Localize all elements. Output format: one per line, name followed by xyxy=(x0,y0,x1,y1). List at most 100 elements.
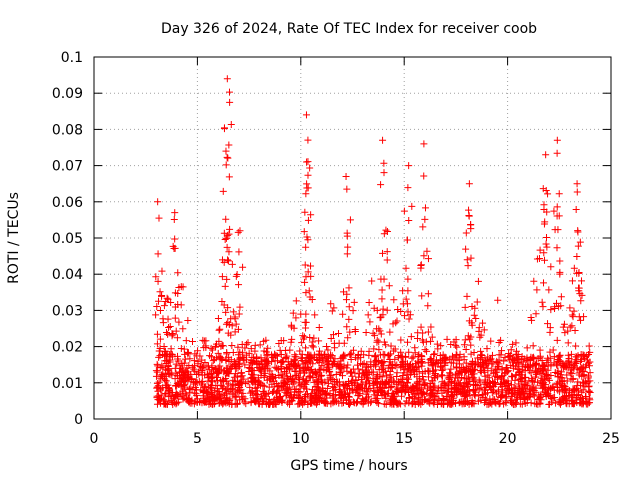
data-point xyxy=(190,357,198,365)
y-tick-label: 0.1 xyxy=(61,50,83,66)
data-point xyxy=(158,391,166,399)
data-point xyxy=(370,345,378,353)
data-point xyxy=(315,366,323,374)
grid xyxy=(94,57,611,419)
data-point xyxy=(508,381,516,389)
data-point xyxy=(385,282,393,290)
data-point xyxy=(345,400,353,408)
data-point xyxy=(572,353,580,361)
data-point xyxy=(217,354,225,362)
data-point xyxy=(295,367,303,375)
data-point xyxy=(404,375,412,383)
data-point xyxy=(385,351,393,359)
data-point xyxy=(165,324,173,332)
data-point xyxy=(297,310,305,318)
data-point xyxy=(248,360,256,368)
data-point xyxy=(511,384,519,392)
data-point xyxy=(415,368,423,376)
data-point xyxy=(158,292,166,300)
data-point xyxy=(367,397,375,405)
data-point xyxy=(195,370,203,378)
data-point xyxy=(247,345,255,353)
data-point xyxy=(300,228,308,236)
data-point xyxy=(428,333,436,341)
data-point xyxy=(417,262,425,269)
data-point xyxy=(299,332,307,340)
data-point xyxy=(574,227,582,235)
data-point xyxy=(547,306,555,314)
data-point xyxy=(346,350,354,358)
data-point xyxy=(428,377,436,385)
data-point xyxy=(517,375,525,383)
data-point xyxy=(229,349,237,357)
data-point xyxy=(549,346,557,354)
peak-point xyxy=(421,204,429,212)
peak-point xyxy=(154,198,162,206)
data-point xyxy=(500,357,508,365)
data-point xyxy=(578,291,586,299)
data-point xyxy=(214,349,222,357)
data-point xyxy=(373,306,381,314)
data-point xyxy=(153,368,161,376)
data-point xyxy=(378,286,386,294)
peak-point xyxy=(226,98,234,106)
data-point xyxy=(302,318,310,326)
data-point xyxy=(364,377,372,385)
data-point xyxy=(375,366,383,374)
data-point xyxy=(292,297,300,305)
data-point xyxy=(199,392,207,400)
data-point xyxy=(515,369,523,377)
peak-point xyxy=(154,277,162,285)
data-point xyxy=(544,354,552,362)
data-point xyxy=(273,357,281,365)
data-point xyxy=(570,365,578,373)
data-point xyxy=(482,396,490,404)
data-point xyxy=(518,384,526,392)
data-point xyxy=(332,370,340,378)
data-point xyxy=(419,223,427,231)
data-point xyxy=(305,357,313,365)
data-point xyxy=(430,373,438,381)
y-tick-label: 0.02 xyxy=(52,340,83,356)
data-point xyxy=(372,356,380,364)
data-point xyxy=(507,346,515,354)
data-point xyxy=(401,366,409,374)
x-tick-label: 20 xyxy=(499,431,517,447)
data-point xyxy=(439,372,447,380)
data-point xyxy=(205,400,213,408)
data-point xyxy=(371,388,379,396)
data-point xyxy=(472,381,480,389)
data-point xyxy=(503,386,511,394)
data-point xyxy=(488,388,496,396)
data-point xyxy=(469,357,477,365)
data-point xyxy=(563,371,571,379)
data-point xyxy=(475,376,483,384)
data-point xyxy=(224,319,232,327)
data-point xyxy=(564,351,572,359)
data-point xyxy=(156,306,164,314)
data-point xyxy=(165,365,173,373)
data-point xyxy=(351,326,359,334)
data-point xyxy=(336,369,344,377)
data-point xyxy=(247,358,255,366)
data-point xyxy=(189,338,197,346)
data-point xyxy=(244,378,252,386)
data-point xyxy=(581,383,589,391)
data-point xyxy=(345,284,353,292)
data-point xyxy=(157,394,165,402)
data-point xyxy=(210,397,218,405)
data-point xyxy=(477,384,485,392)
data-point xyxy=(198,366,206,374)
data-point xyxy=(511,376,519,384)
data-point xyxy=(449,359,457,367)
peak-point xyxy=(573,188,581,196)
data-point xyxy=(424,255,432,263)
data-point xyxy=(184,370,192,378)
y-tick-label: 0 xyxy=(74,412,83,428)
data-point xyxy=(242,400,250,408)
data-point xyxy=(362,363,370,371)
peak-point xyxy=(542,186,550,194)
data-point xyxy=(576,238,584,246)
data-point xyxy=(462,392,470,400)
